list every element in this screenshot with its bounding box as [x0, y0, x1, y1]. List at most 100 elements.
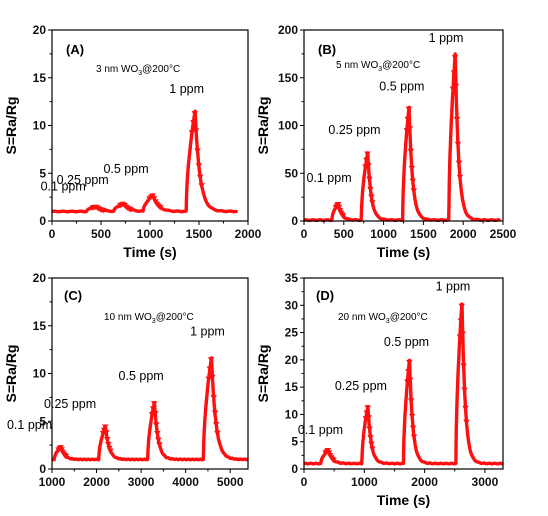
- concentration-label: 0.25 ppm: [328, 123, 380, 137]
- data-point-marker: [152, 411, 159, 417]
- condition-label: 20 nm WO3@200°C: [338, 312, 428, 325]
- data-point-marker: [403, 128, 411, 134]
- condition-label: 5 nm WO3@200°C: [336, 60, 420, 73]
- data-point-marker: [407, 398, 415, 404]
- data-point-marker: [334, 201, 342, 208]
- data-point-marker: [456, 174, 464, 181]
- y-tick-label: 0: [39, 462, 46, 476]
- response-curve-a: [51, 109, 238, 214]
- data-point-marker: [369, 200, 376, 206]
- x-tick-label: 2000: [411, 475, 438, 489]
- concentration-label: 0.25 ppm: [57, 173, 109, 187]
- data-point-marker: [405, 369, 412, 375]
- concentration-label: 0.1 ppm: [306, 171, 351, 185]
- data-point-marker: [195, 163, 203, 169]
- panel-label: (D): [316, 288, 334, 303]
- data-point-marker: [153, 422, 160, 428]
- data-point-marker: [363, 157, 370, 164]
- data-point-marker: [406, 359, 413, 366]
- y-tick-label: 20: [33, 271, 47, 285]
- y-tick-label: 200: [278, 23, 298, 37]
- chart-panel-d: 0 1000 2000 3000 0 5 10 15 20 25 30 35 Time (s) S=Ra/…: [255, 271, 504, 508]
- data-point-marker: [453, 116, 461, 123]
- x-tick-label: 4000: [172, 475, 199, 489]
- y-axis-label: S=Ra/Rg: [255, 97, 271, 155]
- data-point-marker: [409, 178, 417, 185]
- data-point-marker: [406, 126, 414, 132]
- data-point-marker: [150, 196, 158, 202]
- data-point-marker: [100, 208, 107, 214]
- data-point-marker: [462, 405, 469, 412]
- chart-panel-a: 0 500 1000 1500 2000 0 5 10 15 20 Time (s) S=Ra/Rg (…: [3, 23, 262, 260]
- x-tick-label: 1000: [39, 475, 66, 489]
- data-point-marker: [157, 205, 164, 211]
- data-point-marker: [211, 410, 219, 416]
- x-tick-label: 0: [301, 227, 308, 241]
- x-tick-label: 2000: [235, 227, 262, 241]
- data-point-marker: [106, 445, 113, 452]
- condition-label: 3 nm WO3@200°C: [96, 64, 180, 77]
- y-tick-label: 5: [39, 166, 46, 180]
- data-point-marker: [127, 207, 135, 213]
- x-tick-label: 2000: [450, 227, 477, 241]
- y-tick-label: 100: [278, 119, 298, 133]
- data-point-marker: [149, 193, 156, 199]
- data-point-marker: [205, 376, 212, 383]
- data-point-marker: [369, 446, 376, 452]
- concentration-label: 0.25 ppm: [44, 397, 96, 411]
- response-curve-d: [303, 302, 504, 466]
- y-tick-label: 150: [278, 71, 298, 85]
- data-point-marker: [407, 148, 415, 155]
- data-point-marker: [155, 437, 162, 443]
- x-axis-label: Time (s): [377, 492, 430, 508]
- data-point-marker: [460, 363, 467, 369]
- data-point-marker: [368, 194, 375, 200]
- concentration-label: 0.5 ppm: [379, 79, 424, 93]
- data-point-marker: [407, 377, 414, 384]
- data-point-marker: [194, 148, 201, 154]
- x-tick-label: 1500: [186, 227, 213, 241]
- data-point-marker: [459, 331, 466, 337]
- x-tick-label: 1000: [370, 227, 397, 241]
- data-point-marker: [364, 405, 371, 411]
- y-tick-label: 35: [285, 271, 299, 285]
- data-point-marker: [212, 422, 220, 428]
- x-tick-label: 1000: [137, 227, 164, 241]
- y-tick-label: 15: [33, 71, 47, 85]
- data-point-marker: [408, 165, 416, 172]
- data-point-marker: [365, 163, 372, 169]
- x-tick-label: 2500: [490, 227, 517, 241]
- data-point-marker: [452, 83, 460, 90]
- y-tick-label: 0: [39, 214, 46, 228]
- y-tick-label: 5: [291, 435, 298, 449]
- concentration-label: 1 ppm: [169, 82, 204, 96]
- data-point-marker: [366, 176, 373, 183]
- data-point-marker: [458, 303, 465, 310]
- data-point-marker: [405, 106, 413, 112]
- data-point-marker: [105, 441, 112, 448]
- x-tick-label: 1000: [351, 475, 378, 489]
- concentration-label: 0.1 ppm: [298, 423, 343, 437]
- chart-panel-b: 0 500 1000 1500 2000 2500 0 50 100 150 200 Time (s)…: [255, 23, 517, 260]
- data-point-marker: [368, 441, 375, 447]
- data-point-marker: [325, 450, 333, 456]
- concentration-label: 0.25 ppm: [335, 379, 387, 393]
- data-point-marker: [454, 141, 462, 148]
- data-point-marker: [190, 120, 197, 126]
- y-tick-label: 10: [285, 407, 299, 421]
- data-point-marker: [207, 357, 215, 363]
- y-tick-label: 0: [291, 462, 298, 476]
- y-tick-label: 30: [285, 298, 299, 312]
- data-point-marker: [404, 116, 412, 123]
- data-point-marker: [364, 151, 371, 157]
- concentration-label: 0.1 ppm: [41, 180, 86, 194]
- x-axis-label: Time (s): [377, 244, 430, 260]
- data-point-marker: [461, 387, 468, 394]
- data-point-marker: [103, 430, 110, 436]
- y-tick-label: 20: [285, 353, 299, 367]
- x-tick-label: 3000: [472, 475, 499, 489]
- data-point-marker: [191, 111, 198, 117]
- panel-label: (A): [66, 42, 84, 57]
- response-curve-c: [51, 356, 249, 462]
- x-tick-label: 3000: [128, 475, 155, 489]
